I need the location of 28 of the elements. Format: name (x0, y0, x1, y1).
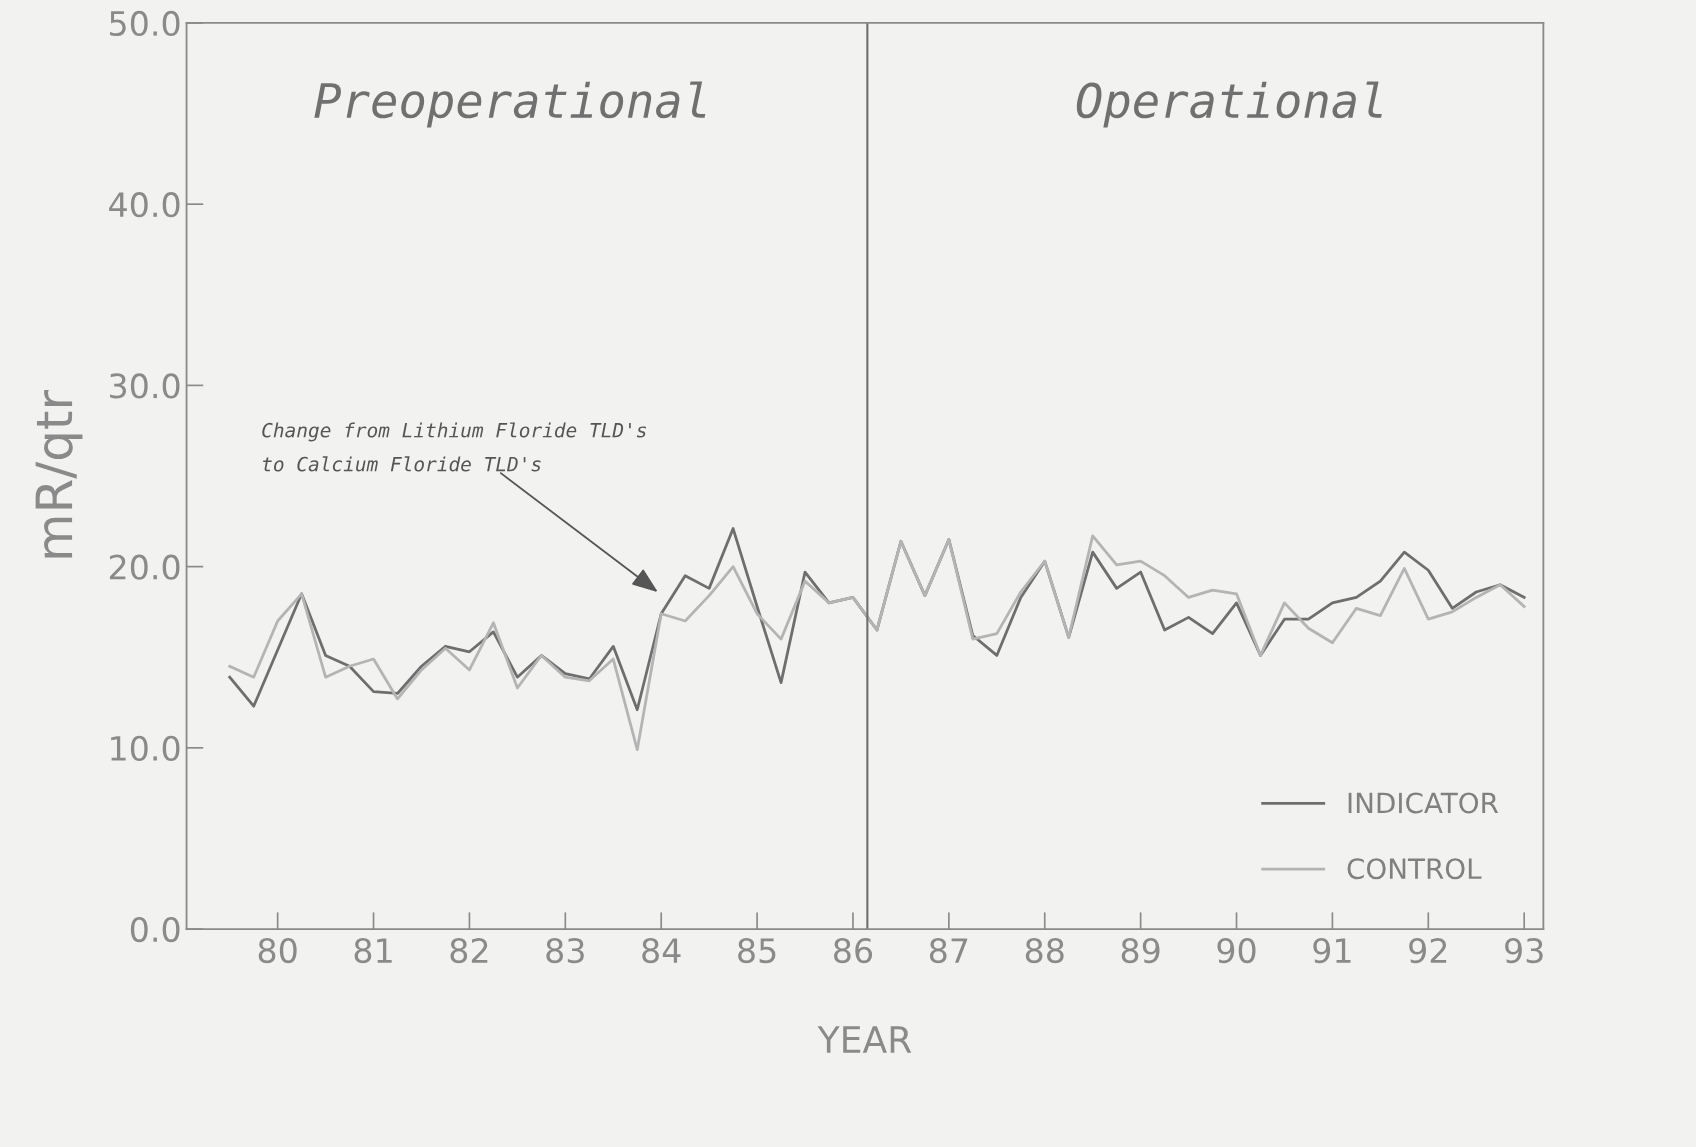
x-tick-label: 88 (1025, 937, 1064, 964)
x-tick-label: 90 (1217, 937, 1256, 964)
x-tick-label: 87 (929, 937, 968, 964)
y-tick-label: 0.0 (130, 916, 180, 943)
x-tick-label: 93 (1505, 937, 1543, 964)
x-tick-label: 92 (1409, 937, 1447, 964)
y-tick-label: 50.0 (110, 10, 180, 37)
x-tick-label: 82 (450, 937, 488, 964)
x-tick-label: 81 (354, 937, 392, 964)
legend-label: INDICATOR (1348, 792, 1499, 814)
legend-label: CONTROL (1347, 858, 1482, 880)
x-tick-label: 83 (546, 937, 584, 964)
y-tick-label: 30.0 (110, 373, 180, 399)
y-tick-label: 20.0 (109, 554, 180, 580)
y-tick-label: 40.0 (109, 192, 180, 218)
x-tick-label: 84 (642, 937, 681, 964)
annotation: Preoperational (314, 81, 706, 128)
x-tick-label: 89 (1121, 937, 1160, 964)
y-tick-label: 10.0 (111, 735, 180, 761)
x-tick-label: 80 (258, 937, 297, 964)
x-axis-title: YEAR (817, 1026, 912, 1053)
line-series (228, 534, 1526, 752)
annotation: Change from Lithium Floride TLD's to Calcium Floride TLD's (262, 422, 647, 472)
y-axis-title: mR/qtr (35, 389, 83, 558)
x-tick-label: 86 (834, 937, 873, 964)
x-tick-label: 85 (738, 937, 776, 964)
annotation: Operational (1076, 81, 1382, 128)
x-tick-label: 91 (1313, 937, 1351, 964)
